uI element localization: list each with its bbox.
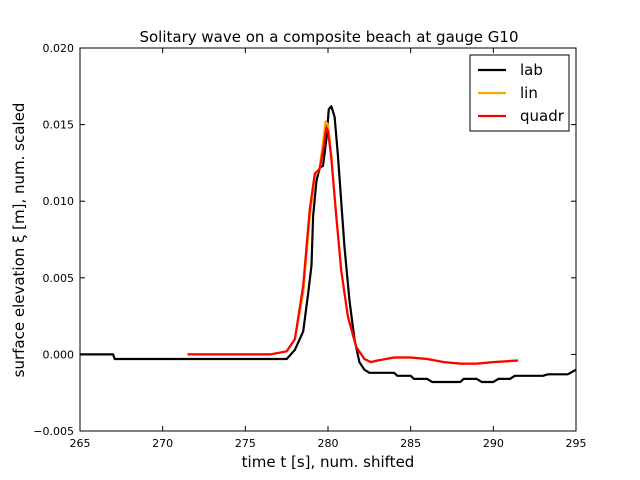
x-axis-label: time t [s], num. shifted <box>242 453 415 471</box>
chart-title: Solitary wave on a composite beach at ga… <box>139 28 518 46</box>
x-tick-label: 295 <box>566 437 587 450</box>
y-tick-label: 0.010 <box>43 195 75 208</box>
x-tick-label: 285 <box>400 437 421 450</box>
series-layer <box>80 105 576 384</box>
x-tick-label: 280 <box>318 437 339 450</box>
y-axis-label: surface elevation ξ [m], num. scaled <box>10 103 28 378</box>
x-tick-label: 290 <box>483 437 504 450</box>
legend-label-lin: lin <box>520 84 538 102</box>
y-tick-label: 0.005 <box>43 272 75 285</box>
series-line-quadr <box>187 126 519 365</box>
legend: lab lin quadr <box>469 54 570 132</box>
legend-label-lab: lab <box>520 61 543 79</box>
x-tick-label: 265 <box>70 437 91 450</box>
legend-label-quadr: quadr <box>520 107 565 125</box>
axis-tick-labels: 265 270 275 280 285 290 295 −0.005 0.000 0.005 0.0… <box>33 42 586 450</box>
y-tick-label: 0.020 <box>43 42 75 55</box>
x-tick-label: 270 <box>152 437 173 450</box>
series-line-lab <box>80 105 576 384</box>
y-tick-label: −0.005 <box>33 425 74 438</box>
y-tick-label: 0.015 <box>43 119 75 132</box>
y-tick-label: 0.000 <box>43 348 75 361</box>
axis-ticks <box>79 47 577 432</box>
x-tick-label: 275 <box>235 437 256 450</box>
